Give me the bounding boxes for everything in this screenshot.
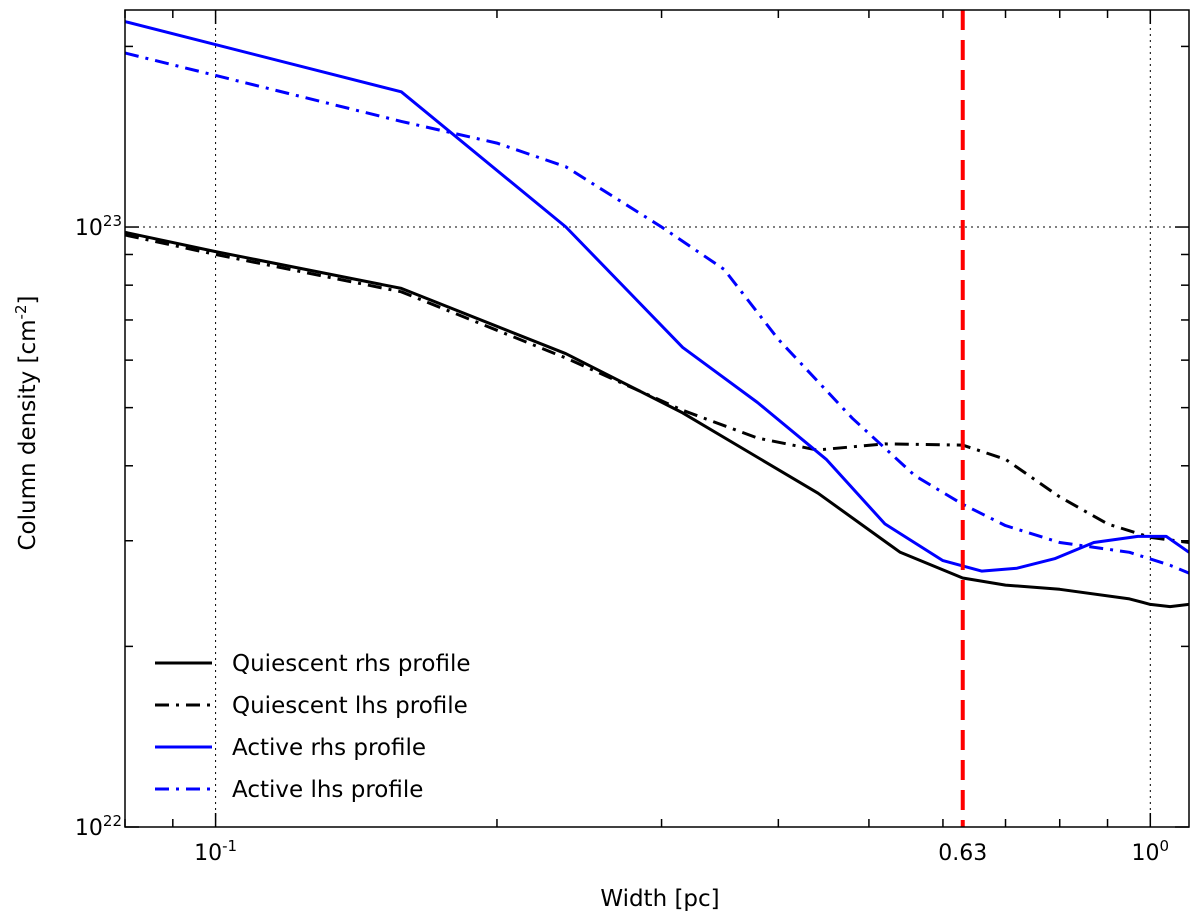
series-line-2 — [125, 20, 1189, 573]
legend-entry: Quiescent rhs profile — [155, 651, 470, 677]
y-tick-label-exponent: 22 — [103, 812, 122, 830]
series-line-3 — [125, 51, 1189, 575]
legend-label: Quiescent lhs profile — [232, 693, 468, 719]
legend-entry: Active rhs profile — [155, 735, 426, 761]
minor-tick-layer — [124, 10, 1189, 828]
series-line-1 — [125, 233, 1189, 544]
y-tick-label-exponent: 23 — [103, 212, 122, 230]
x-tick-label-exponent: -1 — [222, 837, 237, 855]
y-tick-label-base: 10 — [75, 216, 103, 241]
y-axis-title-main: Column density [cm — [15, 319, 41, 550]
legend-label: Quiescent rhs profile — [232, 651, 470, 677]
x-tick-label: 100 — [1132, 837, 1170, 866]
legend-entry: Quiescent lhs profile — [155, 693, 468, 719]
x-tick-label-base: 10 — [194, 841, 222, 866]
series-line-0 — [125, 230, 1189, 609]
y-axis-title-close: ] — [15, 295, 41, 304]
x-axis-title: Width [pc] — [600, 886, 719, 912]
legend-label: Active rhs profile — [232, 735, 426, 761]
x-tick-label-exponent: 0 — [1160, 837, 1170, 855]
series-layer — [125, 20, 1189, 609]
x-tick-label: 10-1 — [194, 837, 237, 866]
grid-layer — [125, 10, 1189, 827]
legend-label: Active lhs profile — [232, 777, 423, 803]
plot-area-frame — [124, 9, 1190, 828]
vertical-marker-label: 0.63 — [938, 841, 987, 866]
y-tick-label: 1022 — [75, 812, 122, 841]
y-axis-title-exponent: -2 — [12, 304, 30, 319]
y-tick-label-base: 10 — [75, 816, 103, 841]
y-tick-label: 1023 — [75, 212, 122, 241]
y-axis-title: Column density [cm-2] — [12, 295, 41, 550]
legend: Quiescent rhs profile Quiescent lhs prof… — [155, 651, 470, 803]
x-tick-label-base: 10 — [1132, 841, 1160, 866]
legend-entry: Active lhs profile — [155, 777, 423, 803]
